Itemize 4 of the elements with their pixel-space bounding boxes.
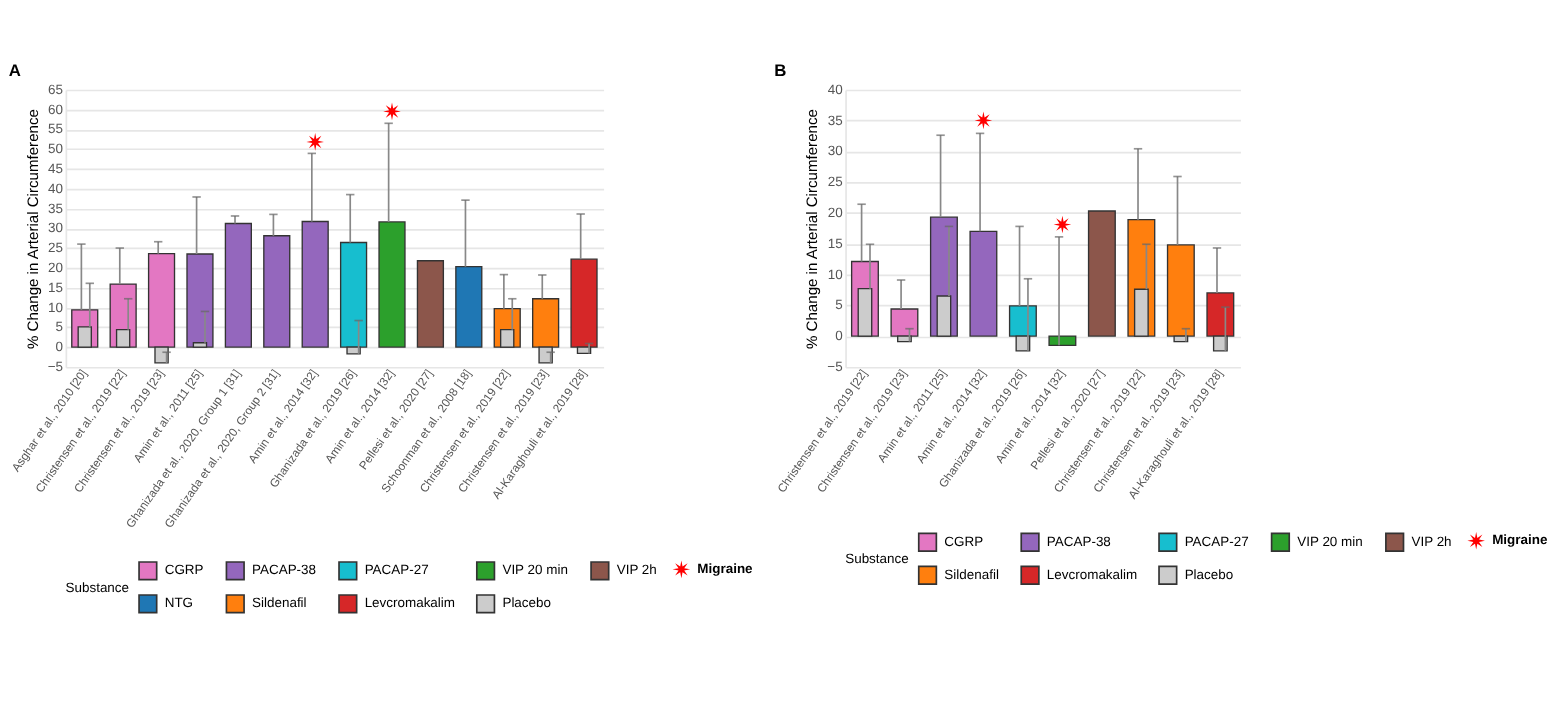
chart-title: A [8,60,21,81]
chart-title: B [774,60,787,81]
y-axis-title: % Change in Arterial Circumference [803,109,822,350]
y-axis-title: % Change in Arterial Circumference [23,109,42,350]
